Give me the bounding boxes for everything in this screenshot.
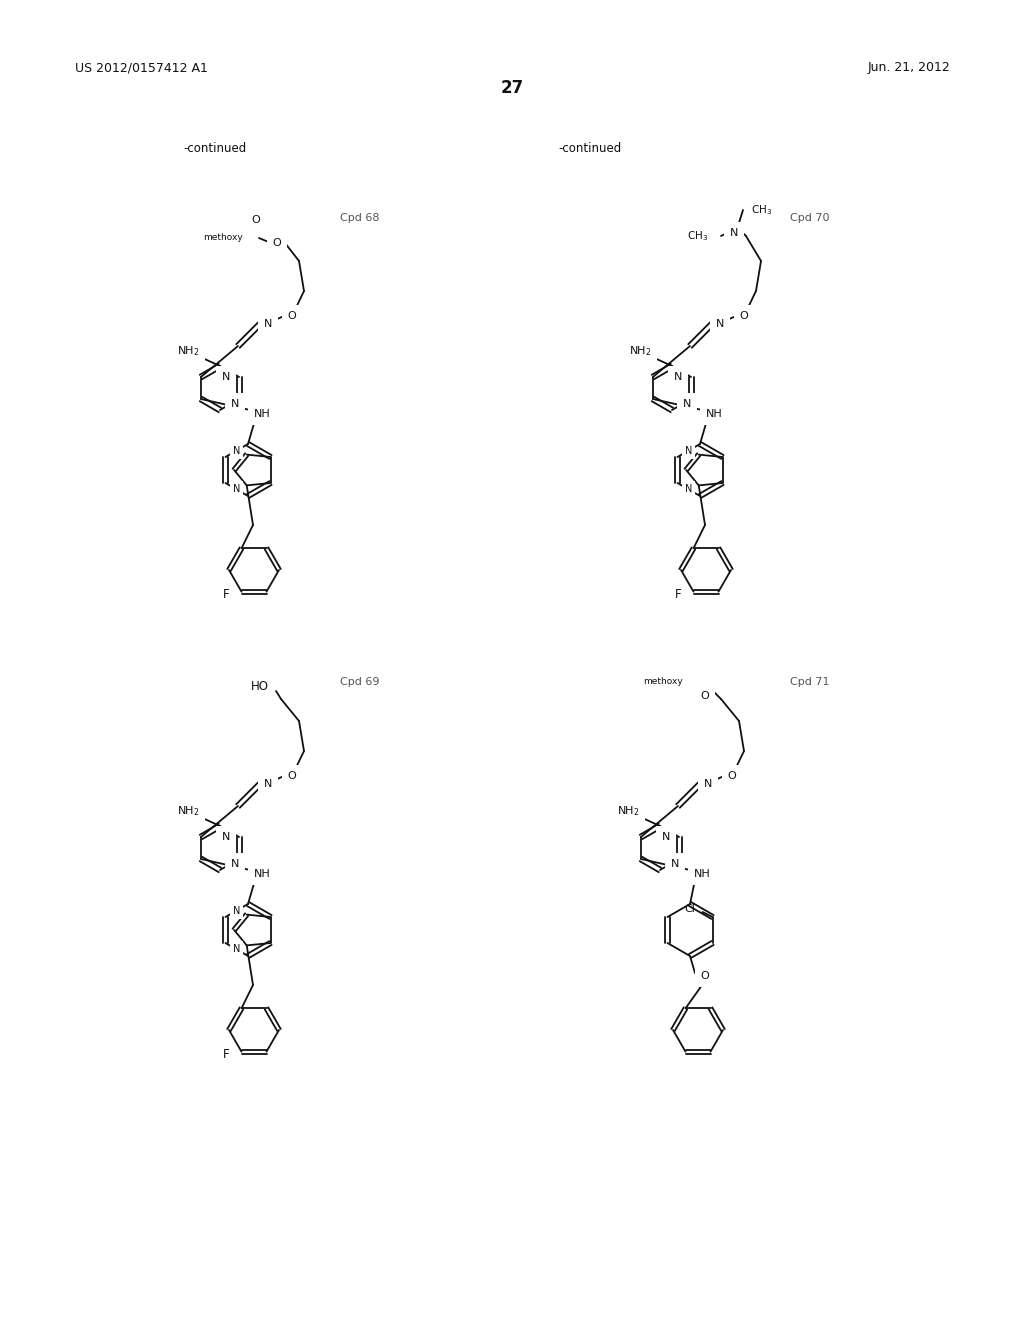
Text: Cpd 68: Cpd 68 <box>340 213 380 223</box>
Text: NH: NH <box>254 409 270 418</box>
Text: US 2012/0157412 A1: US 2012/0157412 A1 <box>75 62 208 74</box>
Text: N: N <box>685 484 692 495</box>
Text: N: N <box>233 446 241 455</box>
Text: F: F <box>675 589 682 601</box>
Text: 27: 27 <box>501 79 523 96</box>
Text: Cpd 69: Cpd 69 <box>340 677 380 686</box>
Text: F: F <box>223 1048 229 1061</box>
Text: N: N <box>703 779 712 789</box>
Text: CH$_3$: CH$_3$ <box>687 230 708 243</box>
Text: CH$_3$: CH$_3$ <box>751 203 772 216</box>
Text: NH$_2$: NH$_2$ <box>177 345 200 358</box>
Text: N: N <box>685 446 692 455</box>
Text: methoxy: methoxy <box>203 234 243 243</box>
Text: N: N <box>730 228 738 238</box>
Text: N: N <box>233 944 241 954</box>
Text: N: N <box>716 319 724 329</box>
Text: N: N <box>683 399 691 409</box>
Text: NH$_2$: NH$_2$ <box>629 345 651 358</box>
Text: N: N <box>264 319 272 329</box>
Text: -continued: -continued <box>558 141 622 154</box>
Text: Cpd 70: Cpd 70 <box>791 213 829 223</box>
Text: O: O <box>252 215 260 224</box>
Text: Jun. 21, 2012: Jun. 21, 2012 <box>867 62 950 74</box>
Text: N: N <box>233 906 241 916</box>
Text: N: N <box>671 859 679 869</box>
Text: O: O <box>700 972 710 981</box>
Text: N: N <box>222 832 230 842</box>
Text: O: O <box>728 771 736 781</box>
Text: HO: HO <box>251 680 269 693</box>
Text: -continued: -continued <box>183 141 247 154</box>
Text: O: O <box>700 690 710 701</box>
Text: Cpd 71: Cpd 71 <box>791 677 829 686</box>
Text: NH$_2$: NH$_2$ <box>616 804 639 818</box>
Text: NH$_2$: NH$_2$ <box>177 804 200 818</box>
Text: N: N <box>230 399 240 409</box>
Text: N: N <box>662 832 671 842</box>
Text: O: O <box>739 312 749 321</box>
Text: N: N <box>230 859 240 869</box>
Text: Cl: Cl <box>684 904 695 913</box>
Text: O: O <box>288 771 296 781</box>
Text: NH: NH <box>693 869 711 879</box>
Text: NH: NH <box>254 869 270 879</box>
Text: O: O <box>272 238 282 248</box>
Text: N: N <box>674 372 682 381</box>
Text: N: N <box>233 484 241 495</box>
Text: methoxy: methoxy <box>643 676 683 685</box>
Text: NH: NH <box>706 409 722 418</box>
Text: N: N <box>264 779 272 789</box>
Text: F: F <box>223 589 229 601</box>
Text: N: N <box>222 372 230 381</box>
Text: O: O <box>288 312 296 321</box>
